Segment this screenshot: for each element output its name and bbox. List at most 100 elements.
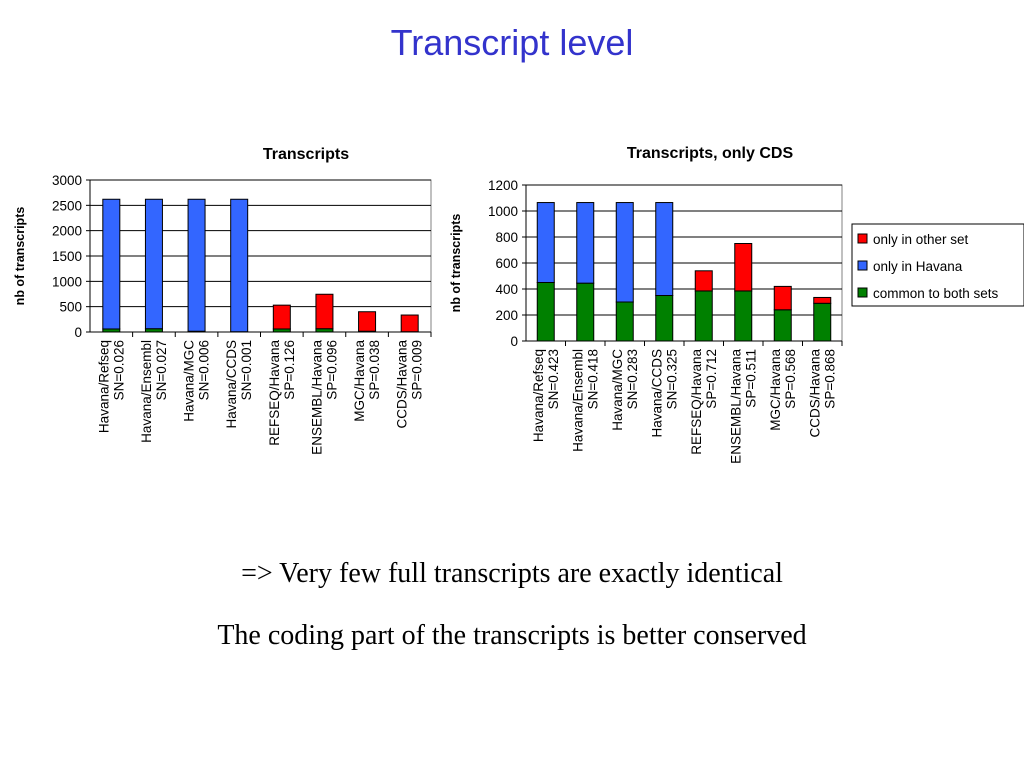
chart2-bar-only-in-havana xyxy=(615,202,634,303)
chart2-bar-only-in-other-set xyxy=(734,243,753,292)
chart2-category-label-line: SN=0.283 xyxy=(625,349,640,409)
chart2-category-label: Havana/CCDSSN=0.325 xyxy=(649,349,679,438)
note-coding-conserved: The coding part of the transcripts is be… xyxy=(217,620,807,651)
chart1-bar-only-in-havana xyxy=(187,198,206,332)
chart1-category-label-line: ENSEMBL/Havana xyxy=(309,340,324,455)
chart2-bar-only-in-havana xyxy=(576,202,595,284)
chart1-bar-only-in-havana xyxy=(144,198,163,330)
chart2-category-label-line: CCDS/Havana xyxy=(807,349,822,438)
chart1-category-label: REFSEQ/HavanaSP=0.126 xyxy=(267,340,297,446)
chart1-category-label: Havana/MGCSN=0.006 xyxy=(182,340,212,422)
chart2-legend-label-common-to-both-sets: common to both sets xyxy=(873,286,999,301)
chart1-bar-only-in-havana xyxy=(102,198,121,330)
chart2-category-label-line: SP=0.868 xyxy=(822,349,837,409)
chart2-y-tick-label: 0 xyxy=(510,334,518,349)
chart1-category-label-line: SP=0.038 xyxy=(367,340,382,400)
chart1-category-label: Havana/EnsemblSN=0.027 xyxy=(139,340,169,443)
chart2-bar-common-to-both-sets xyxy=(813,302,832,342)
chart1-category-label-line: SP=0.096 xyxy=(324,340,339,400)
chart2-category-label: Havana/EnsemblSN=0.418 xyxy=(570,349,600,452)
chart2-category-label-line: Havana/CCDS xyxy=(649,349,664,438)
chart2-bar-only-in-other-set xyxy=(773,285,792,311)
chart1-y-tick-label: 1500 xyxy=(52,249,82,264)
chart2-bar-common-to-both-sets xyxy=(576,282,595,342)
chart1-category-label-line: REFSEQ/Havana xyxy=(267,340,282,446)
chart1-category-label-line: SP=0.126 xyxy=(282,340,297,400)
chart2-bar-only-in-havana xyxy=(536,202,555,283)
chart2-y-tick-label: 1000 xyxy=(488,204,518,219)
chart2-bar-common-to-both-sets xyxy=(655,295,674,342)
chart2-category-label: CCDS/HavanaSP=0.868 xyxy=(807,349,837,438)
chart2-legend-swatch-only-in-other-set xyxy=(857,233,868,244)
chart1-y-tick-label: 2500 xyxy=(52,198,82,213)
chart1-title: Transcripts xyxy=(263,146,349,163)
chart2-legend-swatch-only-in-havana xyxy=(857,260,868,271)
chart2-bar-common-to-both-sets xyxy=(734,290,753,342)
chart2-legend-swatch-common-to-both-sets xyxy=(857,287,868,298)
chart2-bar-common-to-both-sets xyxy=(694,290,713,342)
chart1-bar-only-in-other-set xyxy=(358,311,377,332)
chart1-category-label-line: SN=0.001 xyxy=(239,340,254,400)
chart2-category-label-line: MGC/Havana xyxy=(768,349,783,431)
chart2-legend-label-only-in-other-set: only in other set xyxy=(873,232,969,247)
chart2-legend-label-only-in-havana: only in Havana xyxy=(873,259,963,274)
chart2-bar-common-to-both-sets xyxy=(615,301,634,342)
chart2-y-tick-label: 400 xyxy=(495,282,518,297)
chart1-bar-only-in-other-set xyxy=(315,293,334,330)
chart2-y-tick-label: 600 xyxy=(495,256,518,271)
chart2-legend-box xyxy=(851,223,1024,307)
chart1-y-tick-label: 1000 xyxy=(52,274,82,289)
chart2-bar-only-in-havana xyxy=(655,202,674,296)
chart2-category-label-line: SN=0.418 xyxy=(585,349,600,409)
chart2-category-label-line: Havana/Ensembl xyxy=(570,349,585,452)
slide-title: Transcript level xyxy=(390,22,634,63)
chart1-category-label-line: CCDS/Havana xyxy=(395,340,410,429)
chart2-category-label: REFSEQ/HavanaSP=0.712 xyxy=(689,349,719,455)
chart1-bar-only-in-other-set xyxy=(400,314,419,333)
chart2-category-label-line: SP=0.511 xyxy=(743,349,758,408)
chart1-category-label-line: MGC/Havana xyxy=(352,340,367,422)
chart1-category-label-line: SN=0.026 xyxy=(111,340,126,400)
chart1-y-axis-label: nb of transcripts xyxy=(13,207,27,306)
chart1-category-label: CCDS/HavanaSP=0.009 xyxy=(395,340,425,429)
chart1-category-label: Havana/RefseqSN=0.026 xyxy=(96,340,126,433)
chart1-y-tick-label: 2000 xyxy=(52,224,82,239)
chart2-category-label: ENSEMBL/HavanaSP=0.511 xyxy=(728,349,758,464)
chart2-title: Transcripts, only CDS xyxy=(627,145,794,162)
chart1-bar-only-in-havana xyxy=(230,198,249,333)
chart1-category-label-line: SP=0.009 xyxy=(410,340,425,400)
chart1-category-label-line: Havana/MGC xyxy=(182,340,197,422)
chart2-category-label-line: Havana/Refseq xyxy=(531,349,546,442)
chart2-category-label-line: ENSEMBL/Havana xyxy=(728,349,743,464)
chart1-category-label-line: SN=0.006 xyxy=(197,340,212,400)
chart1-bar-only-in-other-set xyxy=(272,304,291,330)
chart2-category-label-line: SP=0.568 xyxy=(783,349,798,409)
chart1-category-label-line: Havana/CCDS xyxy=(224,340,239,429)
chart2-bar-common-to-both-sets xyxy=(536,282,555,342)
chart2-y-tick-label: 200 xyxy=(495,308,518,323)
chart2-category-label-line: SN=0.423 xyxy=(546,349,561,409)
note-identical: => Very few full transcripts are exactly… xyxy=(241,558,783,589)
chart2-y-tick-label: 800 xyxy=(495,230,518,245)
chart2-category-label-line: Havana/MGC xyxy=(610,349,625,431)
chart1-y-tick-label: 3000 xyxy=(52,173,82,188)
chart2-category-label-line: SN=0.325 xyxy=(664,349,679,409)
chart2-category-label-line: REFSEQ/Havana xyxy=(689,349,704,455)
chart2-category-label-line: SP=0.712 xyxy=(704,349,719,409)
chart2-y-tick-label: 1200 xyxy=(488,178,518,193)
chart1-category-label: MGC/HavanaSP=0.038 xyxy=(352,340,382,422)
chart1-y-tick-label: 0 xyxy=(74,325,82,340)
chart2-category-label: MGC/HavanaSP=0.568 xyxy=(768,349,798,431)
chart1-category-label: Havana/CCDSSN=0.001 xyxy=(224,340,254,429)
chart1-category-label-line: Havana/Ensembl xyxy=(139,340,154,443)
chart2-bar-common-to-both-sets xyxy=(773,309,792,342)
chart2-y-axis-label: nb of transcripts xyxy=(449,214,463,313)
chart1-category-label: ENSEMBL/HavanaSP=0.096 xyxy=(309,340,339,455)
chart1-category-label-line: Havana/Refseq xyxy=(96,340,111,433)
chart2-category-label: Havana/RefseqSN=0.423 xyxy=(531,349,561,442)
chart1-y-tick-label: 500 xyxy=(59,300,82,315)
chart1-category-label-line: SN=0.027 xyxy=(154,340,169,400)
chart2-bar-only-in-other-set xyxy=(694,270,713,292)
